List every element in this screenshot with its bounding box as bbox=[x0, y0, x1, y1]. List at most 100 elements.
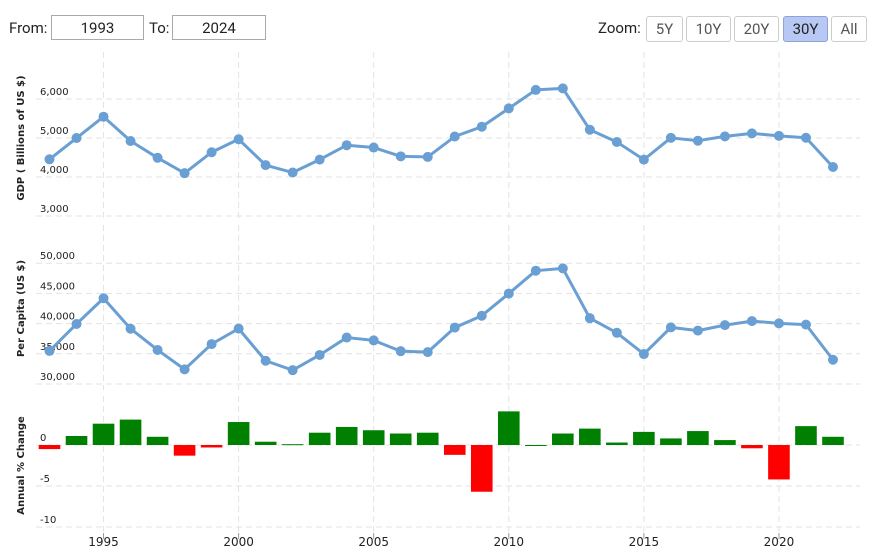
bar bbox=[92, 423, 115, 445]
point bbox=[287, 167, 298, 178]
point bbox=[179, 168, 190, 179]
bar bbox=[795, 426, 817, 445]
x-tick-label: 2020 bbox=[764, 535, 795, 549]
y-tick-label: 6,000 bbox=[40, 87, 69, 98]
bar bbox=[470, 445, 493, 492]
bar bbox=[38, 445, 61, 450]
zoom-button[interactable]: All bbox=[831, 16, 867, 42]
zoom-label: Zoom: bbox=[598, 19, 641, 37]
bar bbox=[579, 428, 601, 445]
bar bbox=[200, 445, 223, 448]
point bbox=[638, 349, 649, 360]
point bbox=[638, 154, 649, 165]
bar bbox=[687, 431, 709, 445]
point bbox=[503, 103, 514, 114]
bar bbox=[65, 435, 88, 445]
point bbox=[71, 133, 82, 144]
point bbox=[368, 142, 379, 153]
bar bbox=[606, 442, 628, 445]
zoom-button[interactable]: 5Y bbox=[646, 16, 683, 42]
point bbox=[719, 131, 730, 142]
from-input[interactable]: 1993 bbox=[51, 15, 144, 40]
zoom-button[interactable]: 20Y bbox=[734, 16, 779, 42]
point bbox=[233, 134, 244, 145]
bar bbox=[741, 445, 763, 449]
y-tick-label: 5,000 bbox=[40, 126, 69, 137]
point bbox=[98, 111, 109, 122]
bar bbox=[497, 411, 520, 445]
point bbox=[557, 83, 568, 94]
x-tick-label: 1995 bbox=[88, 535, 119, 549]
point bbox=[476, 121, 487, 132]
zoom-button[interactable]: 30Y bbox=[783, 16, 828, 42]
point bbox=[125, 323, 136, 334]
point bbox=[557, 263, 568, 274]
x-tick-label: 2000 bbox=[223, 535, 254, 549]
point bbox=[719, 320, 730, 331]
point bbox=[746, 316, 757, 327]
point bbox=[44, 345, 55, 356]
zoom-button[interactable]: 10Y bbox=[686, 16, 731, 42]
y-tick-label: 50,000 bbox=[40, 251, 75, 262]
y-axis-title: Annual % Change bbox=[16, 416, 27, 515]
point bbox=[476, 310, 487, 321]
point bbox=[422, 347, 433, 358]
point bbox=[800, 132, 811, 143]
point bbox=[773, 130, 784, 141]
point bbox=[152, 152, 163, 163]
point bbox=[206, 339, 217, 350]
point bbox=[314, 154, 325, 165]
line bbox=[48, 86, 835, 175]
to-label: To: bbox=[149, 19, 170, 37]
y-axis-title: Per Capita (US $) bbox=[16, 260, 27, 357]
point bbox=[44, 154, 55, 165]
point bbox=[800, 319, 811, 330]
point bbox=[422, 151, 433, 162]
y-tick-label: 4,000 bbox=[40, 165, 69, 176]
point bbox=[71, 318, 82, 329]
bar bbox=[714, 440, 736, 445]
y-tick-label: 30,000 bbox=[40, 372, 75, 383]
y-tick-label: -5 bbox=[40, 474, 50, 485]
point bbox=[665, 132, 676, 143]
y-tick-label: 0 bbox=[40, 433, 46, 444]
point bbox=[584, 124, 595, 135]
bar bbox=[146, 436, 169, 445]
point bbox=[98, 293, 109, 304]
point bbox=[287, 365, 298, 376]
bar bbox=[768, 445, 790, 480]
to-input[interactable]: 2024 bbox=[172, 15, 266, 40]
point bbox=[746, 128, 757, 139]
point bbox=[233, 323, 244, 334]
line bbox=[48, 266, 835, 372]
x-tick-label: 2010 bbox=[494, 535, 525, 549]
point bbox=[611, 137, 622, 148]
bar bbox=[362, 430, 385, 445]
y-tick-label: 35,000 bbox=[40, 342, 75, 353]
point bbox=[449, 322, 460, 333]
point bbox=[827, 354, 838, 365]
point bbox=[530, 265, 541, 276]
bar bbox=[254, 441, 277, 445]
y-tick-label: 3,000 bbox=[40, 204, 69, 215]
point bbox=[449, 131, 460, 142]
bar bbox=[416, 432, 439, 445]
bar bbox=[443, 445, 466, 455]
from-label: From: bbox=[9, 19, 48, 37]
point bbox=[314, 349, 325, 360]
point bbox=[773, 318, 784, 329]
point bbox=[827, 162, 838, 173]
bar bbox=[389, 433, 412, 445]
y-tick-label: -10 bbox=[40, 515, 56, 526]
point bbox=[530, 84, 541, 95]
bar bbox=[119, 419, 142, 445]
point bbox=[206, 147, 217, 158]
point bbox=[179, 364, 190, 375]
bar bbox=[524, 445, 547, 446]
point bbox=[395, 346, 406, 357]
y-axis-title: GDP ( Billions of US $) bbox=[16, 75, 27, 200]
x-tick-label: 2005 bbox=[358, 535, 389, 549]
point bbox=[125, 136, 136, 147]
point bbox=[341, 332, 352, 343]
